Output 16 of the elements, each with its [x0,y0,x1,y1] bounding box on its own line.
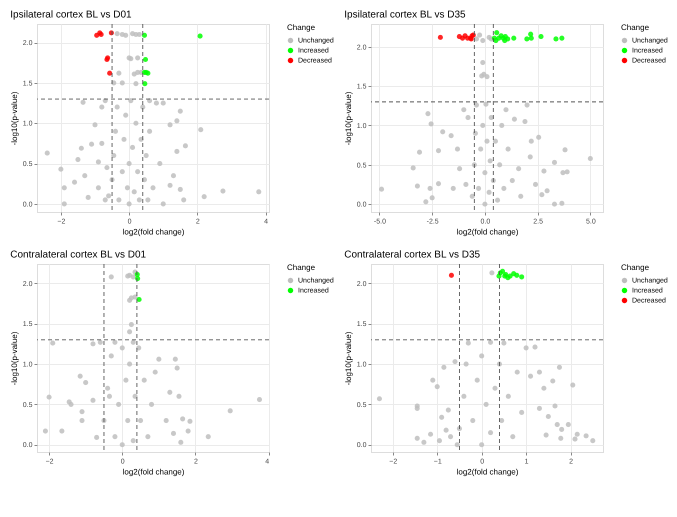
chart-title: Contralateral cortex BL vs D01 [10,250,147,261]
chart-title: Ipsilateral cortex BL vs D35 [344,10,466,21]
legend-title: Change [621,263,650,272]
legend-title: Change [287,263,316,272]
y-axis-title: -log10(p-value) [10,91,19,146]
y-axis-title: -log10(p-value) [344,331,353,386]
chart-title: Ipsilateral cortex BL vs D01 [10,10,132,21]
legend-title: Change [621,23,650,32]
y-axis-title: -log10(p-value) [344,91,353,146]
x-axis-title: log2(fold change) [456,468,519,476]
x-axis-title: log2(fold change) [122,468,185,476]
y-axis-title: -log10(p-value) [10,331,19,386]
chart-title: Contralateral cortex BL vs D35 [344,250,481,261]
x-axis-title: log2(fold change) [456,228,519,236]
legend-title: Change [287,23,316,32]
x-axis-title: log2(fold change) [122,228,185,236]
